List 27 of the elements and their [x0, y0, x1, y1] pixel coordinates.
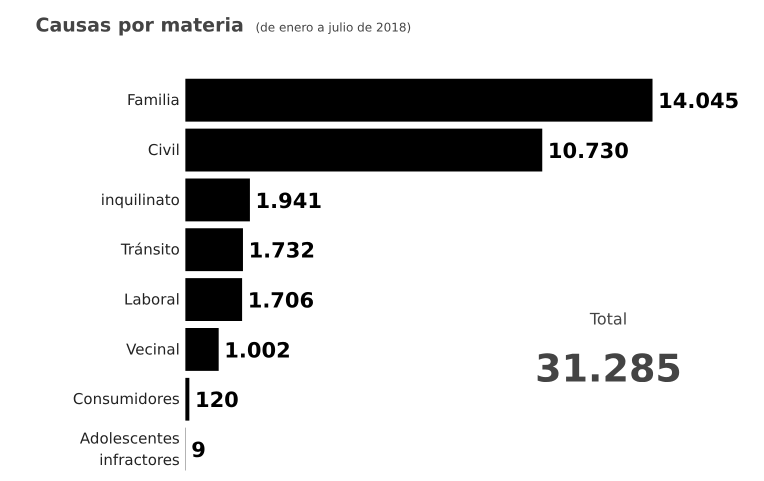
data-label: 1.941 [256, 188, 322, 213]
chart-title: Causas por materia [36, 14, 244, 36]
data-label: 10.730 [548, 139, 629, 164]
bar [185, 78, 653, 122]
annotation: 31.285 [535, 346, 682, 390]
chart-subtitle: (de enero a julio de 2018) [256, 20, 412, 34]
data-label: 9 [191, 438, 206, 462]
data-label: 120 [194, 388, 239, 412]
data-label: 14.045 [658, 89, 740, 114]
y-tick-label: Laboral [124, 290, 180, 309]
bar [185, 128, 542, 172]
y-tick-label: Familia [127, 91, 180, 110]
bar [185, 278, 242, 321]
y-tick-label: Vecinal [126, 340, 180, 358]
bar [185, 378, 190, 421]
annotation: Total [588, 310, 628, 328]
data-label: 1.732 [248, 238, 316, 263]
y-tick-label: Adolescentes infractores [80, 429, 180, 469]
data-label: 1.706 [248, 288, 314, 313]
bar [185, 178, 250, 222]
y-tick-label: inquilinato [100, 190, 180, 209]
y-tick-label: Consumidores [72, 390, 180, 408]
data-label: 1.002 [224, 338, 291, 362]
y-tick-label: Tránsito [120, 240, 180, 259]
bar [185, 328, 219, 371]
y-tick-label: Civil [148, 141, 180, 160]
bar [185, 228, 243, 272]
